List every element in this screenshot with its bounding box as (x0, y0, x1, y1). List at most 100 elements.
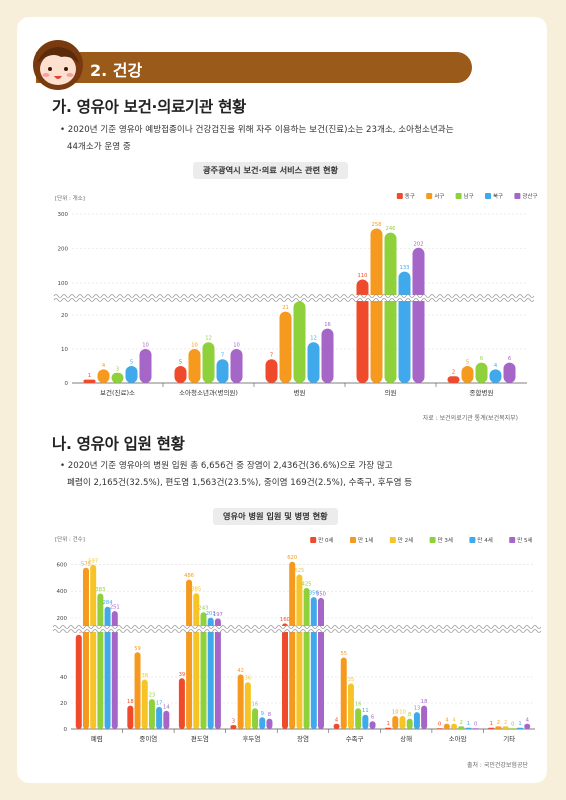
data-label: 1 (490, 721, 493, 727)
bar (412, 247, 425, 383)
chart-title-facilities: 광주광역시 보건·의료 서비스 관련 현황 (193, 162, 349, 179)
y-tick-label: 100 (58, 281, 69, 287)
legend-label: 만 0세 (318, 536, 333, 544)
bar (356, 279, 369, 383)
bar (178, 678, 185, 729)
data-label: 2 (504, 720, 507, 726)
data-label: 350 (316, 591, 326, 597)
bar (237, 674, 244, 729)
data-label: 16 (324, 322, 331, 328)
data-label: 12 (310, 336, 317, 342)
bar (279, 311, 292, 383)
section-banner (36, 52, 472, 83)
bar (406, 718, 413, 729)
bar (266, 718, 273, 729)
data-label: 10 (142, 343, 149, 349)
data-label: 3 (116, 366, 119, 372)
bar (265, 359, 278, 383)
bar (436, 728, 443, 729)
x-tick-label: 상해 (400, 734, 412, 743)
bullet-text-a: • 2020년 기준 영유아 예방접종이나 건강검진을 위해 자주 이용하는 보… (60, 122, 530, 156)
data-label: 356 (309, 591, 319, 597)
data-label: 197 (213, 612, 223, 618)
bullet-line: • 2020년 기준 영유아의 병원 입원 총 6,656건 중 장염이 2,4… (60, 461, 393, 471)
bar (156, 706, 163, 729)
bullet-line: 44개소가 운영 중 (67, 142, 131, 152)
data-label: 4 (102, 363, 106, 369)
heading-hospitalization: 나. 영유아 입원 현황 (52, 435, 185, 453)
chart-source-hospitalization: 출처 : 국민건강보험공단 (466, 762, 528, 769)
legend-label: 만 1세 (358, 536, 373, 544)
x-tick-label: 후두염 (242, 735, 260, 743)
x-tick-label: 병원 (294, 388, 306, 397)
legend-swatch (429, 537, 436, 543)
bar (259, 717, 266, 729)
bar (230, 725, 237, 729)
data-label: 14 (163, 704, 170, 710)
data-label: 8 (268, 712, 271, 718)
bar (399, 716, 406, 729)
bar (303, 587, 310, 729)
bar (125, 366, 138, 383)
data-label: 5 (466, 360, 469, 366)
bar (488, 727, 495, 729)
data-label: 4 (335, 717, 339, 723)
y-tick-label: 20 (61, 313, 68, 319)
bar (214, 618, 221, 729)
bar (174, 366, 187, 383)
bar (489, 369, 502, 383)
data-label: 0 (438, 722, 441, 728)
bar (392, 716, 399, 729)
data-label: 10 (191, 343, 198, 349)
bar (282, 623, 288, 729)
data-label: 16 (355, 702, 362, 708)
data-label: 2 (460, 720, 463, 726)
data-label: 110 (358, 273, 368, 279)
legend-swatch (426, 193, 433, 199)
y-tick-label: 40 (60, 675, 67, 681)
data-label: 59 (134, 646, 141, 652)
data-label: 575 (81, 561, 91, 567)
bar (97, 593, 104, 729)
bar (289, 561, 296, 729)
bar (127, 705, 134, 729)
data-label: 7 (221, 353, 224, 359)
legend-label: 광산구 (522, 192, 537, 200)
data-label: 13 (414, 706, 421, 712)
legend-swatch (514, 193, 521, 199)
data-label: 12 (205, 336, 212, 342)
bar (83, 379, 96, 383)
bar (216, 359, 229, 383)
x-tick-label: 장염 (297, 734, 309, 743)
bar (384, 232, 397, 383)
data-label: 10 (392, 710, 399, 716)
bar (134, 652, 141, 729)
data-label: 160 (280, 617, 290, 623)
bar (139, 349, 152, 383)
data-label: 1 (518, 721, 521, 727)
bar (370, 228, 383, 383)
bar (111, 611, 118, 729)
data-label: 2 (497, 720, 500, 726)
bar (293, 301, 306, 383)
y-tick-label: 0 (65, 381, 69, 387)
legend-swatch (310, 537, 317, 543)
bar (200, 612, 207, 729)
bar (461, 366, 474, 383)
data-label: 6 (371, 715, 374, 721)
data-label: 383 (95, 587, 105, 593)
bar (188, 349, 201, 383)
data-label: 6 (508, 356, 511, 362)
legend-swatch (396, 193, 403, 199)
x-tick-label: 종합병원 (470, 388, 494, 397)
unit-label: [단위 : 개소] (55, 194, 85, 202)
bar (413, 712, 420, 729)
data-label: 10 (399, 710, 406, 716)
bar (333, 723, 340, 729)
data-label: 4 (445, 717, 449, 723)
data-label: 39 (179, 672, 186, 678)
data-label: 1 (386, 721, 389, 727)
data-label: 0 (511, 722, 514, 728)
data-label: 10 (233, 343, 240, 349)
bar (193, 593, 200, 729)
